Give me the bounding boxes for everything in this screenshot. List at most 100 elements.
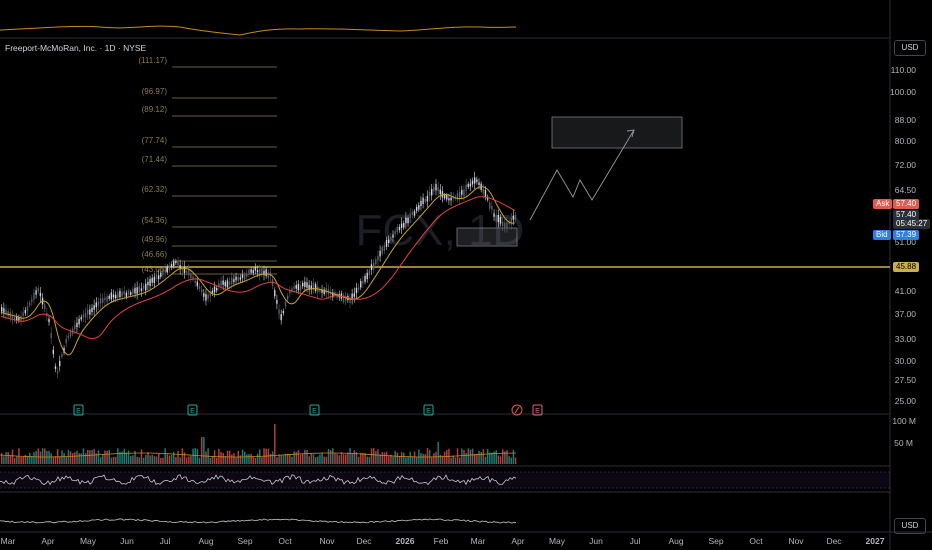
candle-body xyxy=(91,307,93,313)
candle-body xyxy=(104,297,106,300)
candle-body xyxy=(409,213,411,219)
volume-bar xyxy=(304,449,306,464)
currency-button-top[interactable]: USD xyxy=(894,40,926,56)
volume-bar xyxy=(194,448,196,464)
time-axis-label: Mar xyxy=(471,536,486,546)
candle-body xyxy=(65,338,67,344)
candle-body xyxy=(497,214,500,222)
candle-body xyxy=(179,265,181,270)
currency-button-bottom[interactable]: USD xyxy=(894,518,926,534)
candle-body xyxy=(209,291,211,297)
price-tick: 33.00 xyxy=(895,334,917,344)
earnings-markers[interactable]: E E E E E xyxy=(73,404,543,416)
volume-bar xyxy=(426,448,429,464)
volume-bar xyxy=(407,456,409,464)
volume-bar xyxy=(106,450,108,464)
candle-body xyxy=(3,308,5,313)
volume-bar xyxy=(20,456,22,464)
candle-body xyxy=(418,205,420,210)
volume-bar xyxy=(252,456,255,464)
candle-body xyxy=(484,190,487,197)
time-axis-label: Jun xyxy=(120,536,134,546)
volume-bar xyxy=(422,453,424,464)
volume-bar xyxy=(364,453,366,464)
target-zone-rectangle[interactable] xyxy=(551,116,683,149)
last-price-tag: 57.40 xyxy=(893,210,920,220)
volume-bar xyxy=(13,457,16,464)
candle-body xyxy=(213,286,216,293)
volume-bar xyxy=(437,442,439,464)
candle-body xyxy=(443,195,446,199)
candle-body xyxy=(252,270,254,274)
volume-bar xyxy=(403,452,405,464)
volume-bar xyxy=(256,453,259,464)
candle-body xyxy=(512,215,515,220)
volume-bar xyxy=(192,448,194,464)
symbol-title[interactable]: Freeport-McMoRan, Inc. · 1D · NYSE xyxy=(5,43,147,53)
volume-bar xyxy=(355,452,358,464)
zone-rectangle-small[interactable] xyxy=(456,227,518,247)
fib-label: (62.32) xyxy=(142,185,168,194)
volume-bar xyxy=(306,449,308,464)
candle-body xyxy=(76,322,78,327)
candle-body xyxy=(5,309,7,315)
fib-label: (77.74) xyxy=(142,136,168,145)
volume-bar xyxy=(228,450,231,464)
candle-body xyxy=(415,206,418,211)
candle-body xyxy=(334,291,336,296)
volume-bar xyxy=(443,451,446,464)
volume-bar xyxy=(46,450,48,464)
candle-body xyxy=(319,289,321,292)
candle-body xyxy=(39,292,42,297)
volume-bar xyxy=(157,453,160,464)
candle-body xyxy=(435,183,437,191)
volume-bar xyxy=(413,451,416,464)
candle-body xyxy=(345,296,347,301)
volume-bar xyxy=(22,456,24,464)
volume-bar xyxy=(375,451,377,464)
oscillator-line xyxy=(0,474,517,486)
earnings-marker-label: E xyxy=(426,408,431,415)
candle-body xyxy=(226,280,229,288)
volume-bar xyxy=(508,456,510,464)
volume-bar xyxy=(360,452,362,464)
price-tick: 27.50 xyxy=(895,375,917,385)
candle-body xyxy=(450,197,452,201)
candle-body xyxy=(87,309,89,315)
candle-body xyxy=(312,282,315,290)
oscillator-band xyxy=(0,472,890,488)
candle-body xyxy=(11,315,14,319)
volume-bar xyxy=(16,456,18,464)
candle-body xyxy=(355,287,358,294)
price-scale[interactable]: 110.00 100.00 88.00 80.00 72.00 64.50 51… xyxy=(890,65,916,448)
fib-label: (49.96) xyxy=(142,235,168,244)
horizontal-level-tag: 45.88 xyxy=(893,262,920,272)
volume-bar xyxy=(41,448,44,464)
candle-body xyxy=(162,269,164,276)
candle-body xyxy=(134,287,136,294)
candle-body xyxy=(265,269,267,277)
candle-body xyxy=(188,270,190,276)
time-axis-label: Sep xyxy=(708,536,723,546)
volume-bar xyxy=(31,455,33,464)
volume-bar xyxy=(71,453,74,464)
volume-bar xyxy=(396,452,399,464)
candle-body xyxy=(151,277,153,283)
candle-body xyxy=(138,286,140,293)
volume-bar xyxy=(76,450,78,464)
candle-body xyxy=(317,286,319,293)
candle-body xyxy=(127,290,130,295)
volume-bar xyxy=(153,456,156,464)
price-tick: 41.00 xyxy=(895,286,917,296)
volume-bar xyxy=(486,448,489,464)
volume-bar xyxy=(383,452,386,464)
time-axis[interactable]: Mar Apr May Jun Jul Aug Sep Oct Nov Dec 2026 Feb Mar… xyxy=(1,536,885,546)
projection-path[interactable] xyxy=(529,129,635,221)
candle-body xyxy=(110,292,113,300)
fib-retracement[interactable]: (111.17) (96.97) (89.12) (77.74) (71.44)… xyxy=(138,56,277,275)
volume-bar xyxy=(284,453,287,464)
candle-body xyxy=(177,260,179,266)
candle-body xyxy=(237,276,239,281)
